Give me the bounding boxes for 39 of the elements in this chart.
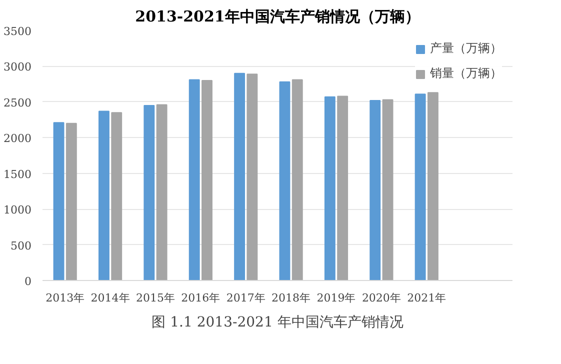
bar [234, 72, 246, 280]
x-tick-label: 2015年 [136, 292, 175, 304]
legend-label: 产量（万辆） [430, 40, 502, 57]
x-tick-label: 2014年 [90, 292, 130, 304]
bar [144, 105, 155, 280]
x-tick-label: 2018年 [272, 292, 311, 304]
bar [279, 81, 290, 280]
legend-label: 销量（万辆） [430, 65, 502, 82]
x-tick-label: 2013年 [46, 292, 85, 304]
bar [66, 122, 77, 280]
chart-title: 2013-2021年中国汽车产销情况（万辆） [135, 8, 420, 26]
bar [246, 74, 258, 280]
x-tick-label: 2016年 [181, 292, 220, 304]
x-tick-label: 2019年 [316, 292, 356, 304]
bar [414, 94, 426, 280]
caption: 图 1.1 2013-2021 年中国汽车产销情况 [152, 314, 404, 330]
bar [202, 80, 212, 280]
y-tick-label: 2000 [4, 132, 32, 146]
bar [324, 96, 336, 280]
x-tick-label: 2020年 [362, 292, 401, 304]
x-tick-label: 2021年 [407, 292, 446, 304]
bar [98, 110, 110, 280]
y-tick-label: 500 [10, 239, 32, 252]
y-tick-label: 2500 [4, 96, 32, 110]
bar [427, 92, 438, 280]
bar [337, 96, 348, 280]
bar [292, 79, 303, 280]
y-tick-label: 3500 [4, 25, 32, 38]
y-tick-label: 3000 [4, 60, 32, 74]
bar [53, 122, 64, 280]
bar [370, 100, 381, 280]
bar [188, 79, 200, 280]
x-tick-label: 2017年 [226, 292, 266, 304]
bar [382, 99, 394, 280]
bar [156, 104, 168, 280]
y-tick-label: 0 [24, 275, 32, 288]
y-tick-label: 1000 [4, 204, 32, 217]
bar [111, 112, 122, 280]
y-tick-label: 1500 [4, 168, 32, 181]
